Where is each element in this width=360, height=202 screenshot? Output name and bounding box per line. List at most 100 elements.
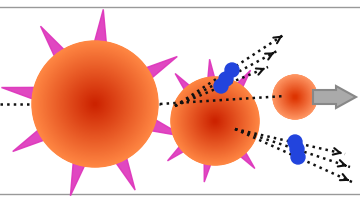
Circle shape [92,101,98,108]
Circle shape [213,120,216,123]
Circle shape [175,81,255,161]
Circle shape [36,46,154,163]
Circle shape [294,96,296,99]
Circle shape [205,111,225,132]
Circle shape [214,120,216,123]
Circle shape [85,94,105,115]
Circle shape [290,92,300,103]
Circle shape [174,81,256,162]
Circle shape [172,79,258,164]
Circle shape [290,93,300,102]
Circle shape [282,85,308,110]
Circle shape [68,77,122,132]
Circle shape [288,135,302,149]
Circle shape [76,86,114,123]
Circle shape [174,80,257,163]
Circle shape [75,84,115,125]
Circle shape [88,98,102,111]
Circle shape [289,92,301,103]
Circle shape [71,81,119,128]
Circle shape [277,80,313,115]
Circle shape [58,67,132,142]
Circle shape [70,79,120,129]
Circle shape [188,95,242,148]
Circle shape [201,107,229,135]
Circle shape [286,89,303,106]
Circle shape [199,106,231,137]
Circle shape [32,42,158,167]
Circle shape [279,82,311,113]
Circle shape [41,50,149,158]
Circle shape [211,117,219,126]
Circle shape [59,68,131,140]
Circle shape [171,78,259,165]
Circle shape [72,81,118,127]
Circle shape [275,78,315,118]
Circle shape [195,101,235,142]
Circle shape [288,90,302,105]
Circle shape [213,119,217,124]
Circle shape [283,86,307,109]
Circle shape [202,108,228,135]
Circle shape [282,84,309,111]
Circle shape [285,88,305,107]
Circle shape [274,77,315,118]
Circle shape [86,95,104,114]
Circle shape [211,118,219,125]
Circle shape [288,90,302,105]
Circle shape [192,99,238,144]
Circle shape [278,81,312,115]
Circle shape [193,100,237,143]
Circle shape [85,95,105,115]
Circle shape [275,77,315,118]
Polygon shape [13,90,104,152]
Circle shape [273,76,317,119]
Circle shape [184,90,246,153]
Circle shape [196,103,234,140]
Circle shape [38,48,152,161]
Circle shape [277,80,313,115]
Circle shape [93,102,98,107]
Circle shape [174,80,256,163]
Circle shape [275,77,315,118]
Circle shape [284,87,306,108]
Circle shape [286,88,304,107]
Circle shape [276,78,314,117]
Circle shape [291,93,300,102]
Circle shape [67,77,123,133]
Circle shape [192,98,238,144]
Circle shape [293,95,297,100]
Circle shape [52,61,138,147]
Circle shape [42,51,148,158]
Circle shape [294,96,296,99]
Circle shape [80,89,110,120]
Circle shape [282,85,308,110]
Circle shape [293,95,297,100]
Circle shape [210,116,220,127]
Circle shape [183,89,247,154]
Circle shape [43,53,147,156]
Circle shape [53,63,136,146]
Circle shape [284,87,306,108]
Circle shape [55,64,135,145]
Circle shape [197,103,234,140]
Circle shape [286,88,304,107]
Circle shape [71,80,120,129]
Circle shape [292,95,298,100]
Circle shape [207,114,222,129]
Circle shape [207,113,223,129]
Circle shape [292,94,298,101]
Circle shape [179,85,251,158]
Circle shape [76,85,114,124]
Circle shape [276,78,314,117]
Circle shape [53,62,138,147]
Circle shape [57,67,133,142]
Circle shape [294,97,296,98]
Circle shape [293,96,297,100]
Circle shape [80,89,111,120]
Circle shape [195,102,235,141]
Circle shape [288,91,302,104]
Circle shape [176,82,254,161]
Circle shape [62,72,128,137]
Circle shape [60,70,130,139]
